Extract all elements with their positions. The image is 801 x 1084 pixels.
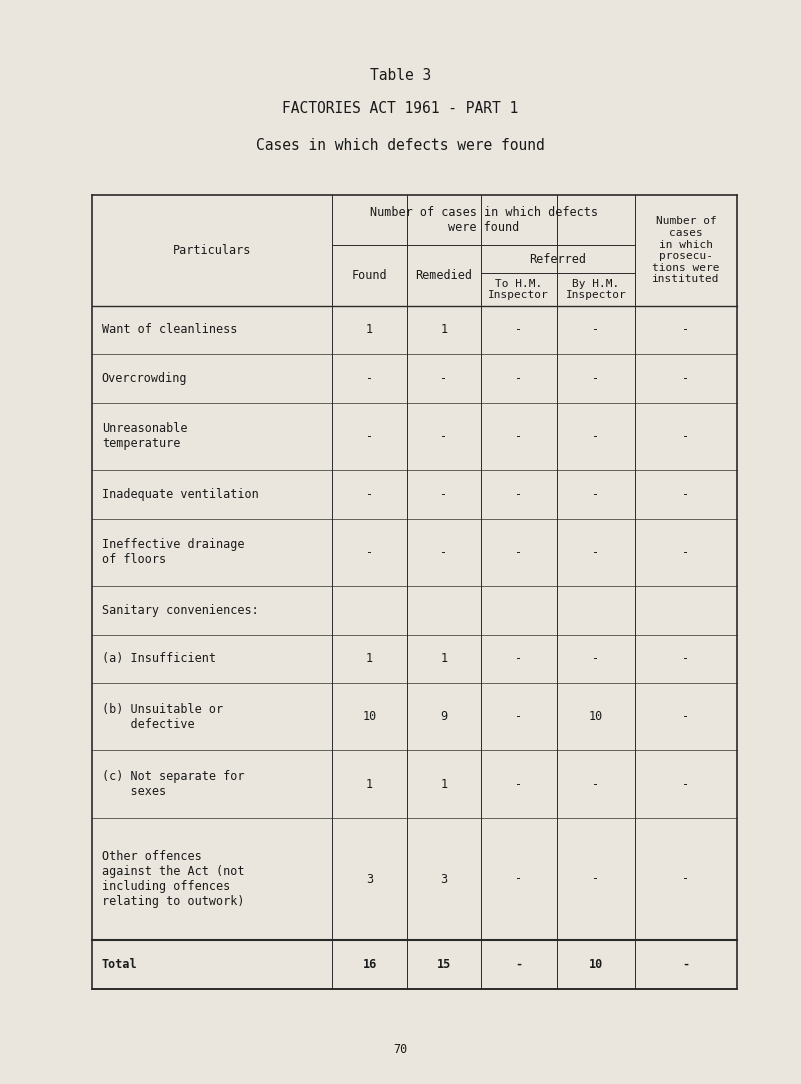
Text: To H.M.
Inspector: To H.M. Inspector <box>489 279 549 300</box>
Text: By H.M.
Inspector: By H.M. Inspector <box>566 279 626 300</box>
Text: Inadequate ventilation: Inadequate ventilation <box>102 488 259 501</box>
Text: Overcrowding: Overcrowding <box>102 372 187 385</box>
Text: -: - <box>682 710 690 723</box>
Text: -: - <box>515 488 522 501</box>
Text: -: - <box>515 372 522 385</box>
Text: -: - <box>441 430 447 443</box>
Text: Sanitary conveniences:: Sanitary conveniences: <box>102 604 259 617</box>
Text: (c) Not separate for
    sexes: (c) Not separate for sexes <box>102 770 244 798</box>
Text: 3: 3 <box>366 873 373 886</box>
Text: Ineffective drainage
of floors: Ineffective drainage of floors <box>102 539 244 566</box>
Text: -: - <box>593 372 599 385</box>
Text: Other offences
against the Act (not
including offences
relating to outwork): Other offences against the Act (not incl… <box>102 850 244 908</box>
Text: -: - <box>366 546 373 558</box>
Text: 16: 16 <box>363 958 376 971</box>
Text: (a) Insufficient: (a) Insufficient <box>102 653 215 666</box>
Text: -: - <box>441 488 447 501</box>
Text: 1: 1 <box>366 653 373 666</box>
Text: Number of
cases
in which
prosecu-
tions were
instituted: Number of cases in which prosecu- tions … <box>652 217 720 284</box>
Text: -: - <box>515 653 522 666</box>
Text: 10: 10 <box>589 958 603 971</box>
Text: -: - <box>593 546 599 558</box>
Text: -: - <box>682 873 690 886</box>
Text: 10: 10 <box>363 710 376 723</box>
Text: -: - <box>515 430 522 443</box>
Text: 1: 1 <box>441 653 447 666</box>
Text: -: - <box>593 430 599 443</box>
Text: -: - <box>515 777 522 790</box>
Text: -: - <box>366 372 373 385</box>
Text: Remedied: Remedied <box>415 269 473 282</box>
Text: -: - <box>593 777 599 790</box>
Text: 1: 1 <box>366 323 373 336</box>
Text: -: - <box>593 488 599 501</box>
Text: 10: 10 <box>589 710 603 723</box>
Text: 9: 9 <box>441 710 447 723</box>
Text: -: - <box>682 546 690 558</box>
Text: -: - <box>682 430 690 443</box>
Text: -: - <box>682 958 690 971</box>
Text: 3: 3 <box>441 873 447 886</box>
Text: -: - <box>682 777 690 790</box>
Text: -: - <box>593 653 599 666</box>
Text: Want of cleanliness: Want of cleanliness <box>102 323 237 336</box>
Text: -: - <box>682 372 690 385</box>
Text: FACTORIES ACT 1961 - PART 1: FACTORIES ACT 1961 - PART 1 <box>283 101 518 116</box>
Text: -: - <box>682 323 690 336</box>
Text: -: - <box>682 488 690 501</box>
Text: Number of cases in which defects
were found: Number of cases in which defects were fo… <box>370 206 598 234</box>
Text: -: - <box>682 653 690 666</box>
Text: 1: 1 <box>441 777 447 790</box>
Text: (b) Unsuitable or
    defective: (b) Unsuitable or defective <box>102 702 223 731</box>
Text: -: - <box>441 546 447 558</box>
Text: -: - <box>515 546 522 558</box>
Text: -: - <box>593 873 599 886</box>
Text: 70: 70 <box>393 1043 408 1056</box>
Text: -: - <box>366 488 373 501</box>
Text: Table 3: Table 3 <box>370 68 431 83</box>
Text: Particulars: Particulars <box>173 244 252 257</box>
Text: 15: 15 <box>437 958 451 971</box>
Text: Cases in which defects were found: Cases in which defects were found <box>256 138 545 153</box>
Text: -: - <box>593 323 599 336</box>
Text: -: - <box>366 430 373 443</box>
Text: Found: Found <box>352 269 388 282</box>
Text: 1: 1 <box>366 777 373 790</box>
Text: -: - <box>515 710 522 723</box>
Text: 1: 1 <box>441 323 447 336</box>
Text: -: - <box>515 323 522 336</box>
Text: Total: Total <box>102 958 137 971</box>
Text: Referred: Referred <box>529 253 586 266</box>
Text: -: - <box>515 873 522 886</box>
Text: Unreasonable
temperature: Unreasonable temperature <box>102 423 187 450</box>
Text: -: - <box>515 958 522 971</box>
Text: -: - <box>441 372 447 385</box>
